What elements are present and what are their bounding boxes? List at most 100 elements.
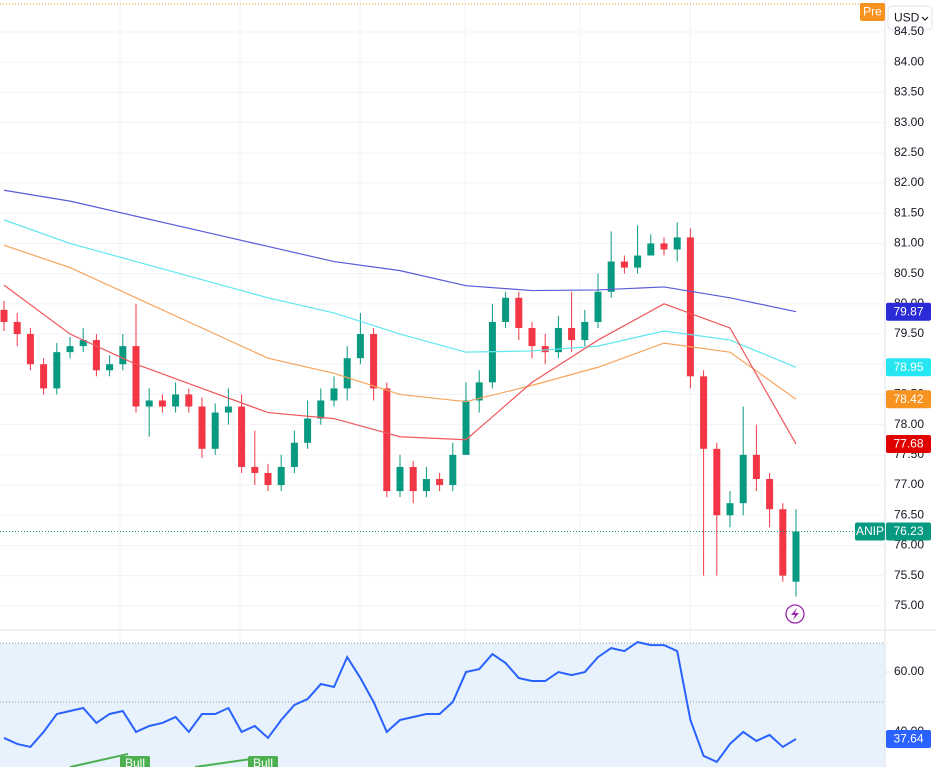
- ma-badge-label: 79.87: [893, 304, 923, 318]
- candle-body: [119, 346, 127, 365]
- candle-body: [475, 382, 483, 401]
- candle-body: [726, 503, 734, 516]
- candle-body: [172, 394, 180, 407]
- ma-badge: [886, 358, 931, 377]
- price-badge: [886, 522, 931, 541]
- candle-body: [409, 466, 417, 492]
- symbol-badge: [855, 522, 885, 541]
- candle-body: [13, 321, 21, 335]
- candle-body: [528, 327, 536, 347]
- y-tick-label: 76.50: [894, 507, 924, 521]
- candle-body: [766, 479, 774, 510]
- candle-body: [568, 327, 576, 341]
- candle-body: [634, 255, 642, 268]
- candle-body: [330, 388, 338, 401]
- candle-body: [449, 454, 457, 486]
- y-tick-label: 83.00: [894, 115, 924, 129]
- candle-body: [502, 297, 510, 322]
- candle-body: [26, 334, 34, 365]
- rsi-band: [0, 643, 885, 767]
- candle-body: [317, 400, 325, 419]
- candle-body: [594, 291, 602, 322]
- symbol-label: ANIP: [856, 524, 884, 538]
- candle-body: [739, 454, 747, 504]
- candle-body: [713, 448, 721, 516]
- rsi-badge-label: 37.64: [893, 732, 923, 746]
- y-tick-label: 83.50: [894, 85, 924, 99]
- candle-body: [251, 466, 259, 473]
- candle-body: [92, 340, 100, 371]
- ui: Pre USD 75.0075.5076.0076.5077.0077.5078…: [785, 3, 933, 749]
- plot: Bull Bull: [0, 31, 885, 767]
- candle-body: [422, 479, 430, 492]
- candle-body: [779, 509, 787, 576]
- candle-body: [554, 327, 562, 353]
- y-tick-label: 81.50: [894, 205, 924, 219]
- rsi-badge: [886, 730, 931, 749]
- session-text: Pre: [863, 5, 882, 19]
- moving-average: [3, 244, 797, 403]
- candle-body: [647, 243, 655, 256]
- currency-button[interactable]: [887, 5, 933, 31]
- y-tick-label: 82.00: [894, 175, 924, 189]
- currency-caret: [921, 16, 929, 21]
- candle-body: [0, 309, 8, 322]
- candle-body: [106, 364, 114, 371]
- candle-body: [277, 466, 285, 486]
- y-tick-label: 82.50: [894, 145, 924, 159]
- candle-body: [686, 237, 694, 377]
- candle-body: [581, 321, 589, 341]
- candle-body: [383, 388, 391, 492]
- candle-body: [224, 406, 232, 413]
- y-tick-label: 78.00: [894, 417, 924, 431]
- candle-body: [462, 400, 470, 455]
- candle-body: [515, 297, 523, 328]
- candle-body: [673, 237, 681, 250]
- ma-badge-label: 77.68: [893, 437, 923, 451]
- y-tick-label: 84.00: [894, 54, 924, 68]
- candle-body: [66, 346, 74, 353]
- annotation: Bull: [253, 756, 273, 767]
- candle-body: [211, 412, 219, 449]
- moving-average: [3, 284, 797, 445]
- candle-body: [660, 243, 668, 250]
- candle-body: [264, 472, 272, 486]
- moving-average: [3, 219, 797, 368]
- moving-average: [3, 189, 797, 313]
- rsi-line: [3, 641, 797, 764]
- alert-bolt: [791, 608, 799, 620]
- candle-body: [343, 358, 351, 389]
- annotation: Bull: [125, 756, 145, 767]
- y-tick-label: 60.00: [894, 664, 924, 678]
- candle-body: [145, 400, 153, 407]
- candle-body: [792, 531, 800, 582]
- candle-body: [700, 376, 708, 449]
- y-tick-label: 84.50: [894, 24, 924, 38]
- session-badge: [860, 3, 885, 21]
- candle-body: [158, 400, 166, 407]
- candle-body: [53, 352, 61, 389]
- annotation-badge: [120, 756, 150, 767]
- candle-body: [238, 406, 246, 467]
- ma-badge: [886, 434, 931, 453]
- y-tick-label: 75.50: [894, 568, 924, 582]
- candle-body: [290, 442, 298, 467]
- candle-body: [752, 454, 760, 480]
- candle-body: [198, 406, 206, 449]
- candle-body: [304, 418, 312, 443]
- annotation-badge: [248, 756, 278, 767]
- y-tick-label: 79.50: [894, 326, 924, 340]
- candle-body: [79, 340, 87, 347]
- y-tick-label: 81.00: [894, 236, 924, 250]
- candle-body: [370, 334, 378, 389]
- candle-body: [541, 346, 549, 353]
- y-tick-label: 77.00: [894, 477, 924, 491]
- ma-badge: [886, 390, 931, 409]
- candle-body: [356, 334, 364, 359]
- currency-text: USD: [894, 11, 920, 25]
- price-badge-label: 76.23: [893, 524, 923, 538]
- candle-body: [132, 346, 140, 407]
- y-tick-label: 76.00: [894, 538, 924, 552]
